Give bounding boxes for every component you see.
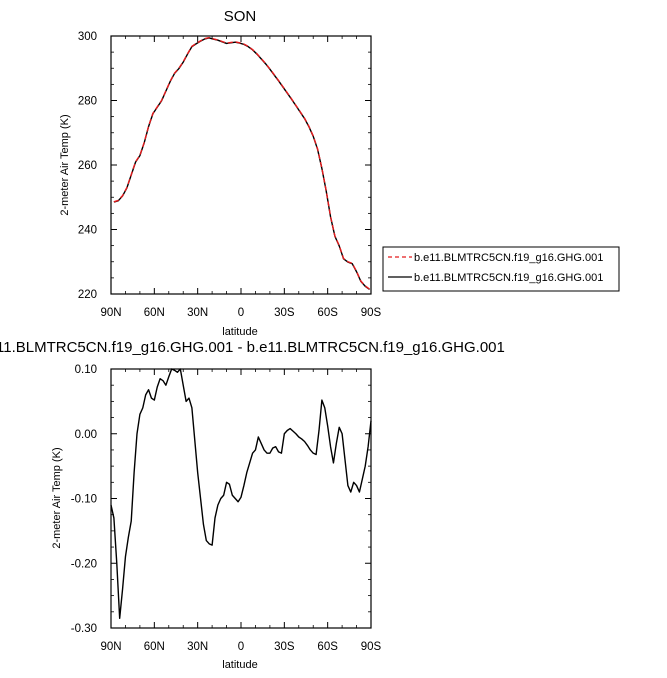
- top-series-group: [113, 36, 370, 291]
- top-series-line-2: [113, 37, 370, 291]
- bottom-y-tick-label: 0.10: [75, 364, 97, 376]
- bottom-x-tick-label: 60S: [317, 641, 338, 653]
- legend-label-series-1: b.e11.BLMTRC5CN.f19_g16.GHG.001: [414, 252, 603, 264]
- top-y-axis-label: 2-meter Air Temp (K): [59, 114, 71, 215]
- top-plot-frame: [110, 35, 372, 295]
- bottom-x-tick-label: 30N: [187, 641, 208, 653]
- top-chart-title: SON: [224, 8, 257, 25]
- legend-label-series-2: b.e11.BLMTRC5CN.f19_g16.GHG.001: [414, 272, 603, 284]
- bottom-x-tick-label: 90S: [361, 641, 382, 653]
- top-x-tick-label: 0: [238, 307, 244, 319]
- bottom-x-tick-label: 60N: [144, 641, 165, 653]
- top-series-line-1: [113, 36, 370, 290]
- bottom-y-tick-label: -0.10: [71, 494, 97, 506]
- bottom-y-axis-label: 2-meter Air Temp (K): [51, 447, 63, 548]
- top-x-tick-label: 60S: [317, 307, 338, 319]
- bottom-y-tick-label: -0.20: [71, 558, 97, 570]
- bottom-panel: b.e11.BLMTRC5CN.f19_g16.GHG.001 - b.e11.…: [0, 339, 505, 671]
- top-y-tick-label: 300: [78, 31, 97, 43]
- bottom-x-axis-label: latitude: [222, 659, 257, 671]
- top-y-tick-label: 220: [78, 289, 97, 301]
- top-y-tick-label: 240: [78, 225, 97, 237]
- bottom-y-tick-label: -0.30: [71, 623, 97, 635]
- top-panel: SON 90N 60N 30N 0 30S 60S 90S 220 240 260 280 300 l…: [59, 8, 382, 338]
- bottom-x-tick-label: 30S: [274, 641, 295, 653]
- bottom-x-tick-label: 90N: [100, 641, 121, 653]
- top-ticks: 90N 60N 30N 0 30S 60S 90S 220 240 260 280 300: [78, 31, 382, 319]
- legend: b.e11.BLMTRC5CN.f19_g16.GHG.001 b.e11.BL…: [382, 246, 620, 292]
- top-y-tick-label: 280: [78, 96, 97, 108]
- top-x-axis-label: latitude: [222, 326, 257, 338]
- bottom-ticks: 90N 60N 30N 0 30S 60S 90S -0.30 -0.20 -0.10 0.00 0.…: [71, 364, 382, 653]
- legend-box: [382, 246, 620, 292]
- bottom-series-group: [110, 368, 372, 619]
- top-x-tick-label: 90S: [361, 307, 382, 319]
- top-x-tick-label: 60N: [144, 307, 165, 319]
- top-y-tick-label: 260: [78, 160, 97, 172]
- bottom-x-tick-label: 0: [238, 641, 244, 653]
- top-x-tick-label: 90N: [100, 307, 121, 319]
- top-x-tick-label: 30N: [187, 307, 208, 319]
- top-x-tick-label: 30S: [274, 307, 295, 319]
- bottom-chart-title: b.e11.BLMTRC5CN.f19_g16.GHG.001 - b.e11.…: [0, 339, 505, 356]
- bottom-series-line-1: [110, 368, 372, 619]
- bottom-y-tick-label: 0.00: [75, 429, 97, 441]
